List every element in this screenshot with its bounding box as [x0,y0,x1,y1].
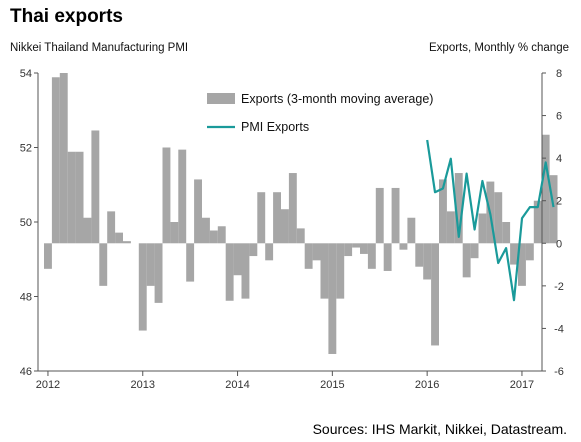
export-bar [202,217,210,244]
export-bar [423,243,432,280]
right-axis-label: Exports, Monthly % change [429,42,569,54]
x-tick-label: 2016 [415,379,439,391]
export-bar [352,243,360,248]
export-bar [186,243,195,282]
export-bar [225,243,234,301]
export-bar [107,211,116,244]
export-bar [154,243,163,303]
export-bar [249,243,258,257]
export-bar [146,243,155,286]
export-bar [360,243,368,254]
export-bar [273,192,281,244]
export-bar [91,130,100,244]
x-tick-label: 2017 [510,379,534,391]
right-tick-label: 8 [556,68,562,80]
right-tick-label: -6 [554,366,564,378]
left-tick-label: 54 [20,68,32,80]
export-bar [304,243,313,269]
export-bar [462,243,471,278]
source-note: Sources: IHS Markit, Nikkei, Datastream. [312,421,567,437]
export-bar [549,175,558,244]
export-bar [375,187,384,244]
export-bar [194,179,202,244]
left-tick-label: 46 [20,366,32,378]
x-tick-label: 2012 [36,379,60,391]
export-bar [265,243,274,261]
export-bar [59,73,68,244]
export-bar [407,217,416,244]
left-tick-label: 52 [20,143,32,155]
export-bar [399,243,408,250]
left-tick-label: 48 [20,292,32,304]
export-bar [241,243,250,299]
export-bar [478,213,487,244]
export-bar [83,217,92,244]
export-bar [518,243,526,286]
export-bar [431,243,439,346]
export-bar [138,243,147,331]
export-bar [67,151,76,244]
export-bar [75,151,84,244]
right-tick-label: 2 [556,196,562,208]
export-bar [510,243,518,265]
export-bar [328,243,337,354]
export-bar [281,209,289,244]
export-bar [415,243,424,267]
x-tick-label: 2013 [131,379,155,391]
chart-title: Thai exports [10,6,123,27]
export-bar [525,243,534,261]
left-tick-label: 50 [20,217,32,229]
export-bar [391,187,400,244]
right-tick-label: 4 [556,153,562,165]
export-bar [439,179,447,244]
export-bar [123,241,131,244]
export-bar [233,243,242,276]
export-bar [344,243,353,257]
right-tick-label: -2 [554,281,564,293]
right-tick-label: -4 [554,323,564,335]
export-bar [217,226,226,244]
x-tick-label: 2014 [225,379,249,391]
right-tick-label: 6 [556,111,562,123]
export-bar [502,222,511,244]
export-bar [367,243,376,269]
export-bar [541,134,550,244]
export-bar [312,243,321,261]
export-bar [494,192,503,244]
export-bar [288,173,297,244]
export-bar [51,77,60,244]
export-bar [383,243,392,271]
export-bar [336,243,345,299]
export-bar [209,230,218,244]
export-bar [533,200,542,244]
export-bar [178,149,187,244]
export-bar [115,232,123,244]
pmi-exports-line [426,139,555,302]
legend-label-exports: Exports (3-month moving average) [241,92,433,106]
export-bar [162,147,171,244]
export-bar [170,222,179,244]
legend-swatch-exports [207,93,235,104]
export-bar [446,211,455,244]
export-bar [454,173,463,244]
legend-label-pmi: PMI Exports [241,120,309,134]
export-bar [296,228,305,244]
right-tick-label: 0 [556,238,562,250]
left-axis-label: Nikkei Thailand Manufacturing PMI [10,42,189,54]
export-bar [99,243,108,286]
export-bar [470,243,479,259]
export-bar [320,243,329,299]
x-tick-label: 2015 [320,379,344,391]
export-bar [257,192,266,244]
export-bar [44,243,52,269]
